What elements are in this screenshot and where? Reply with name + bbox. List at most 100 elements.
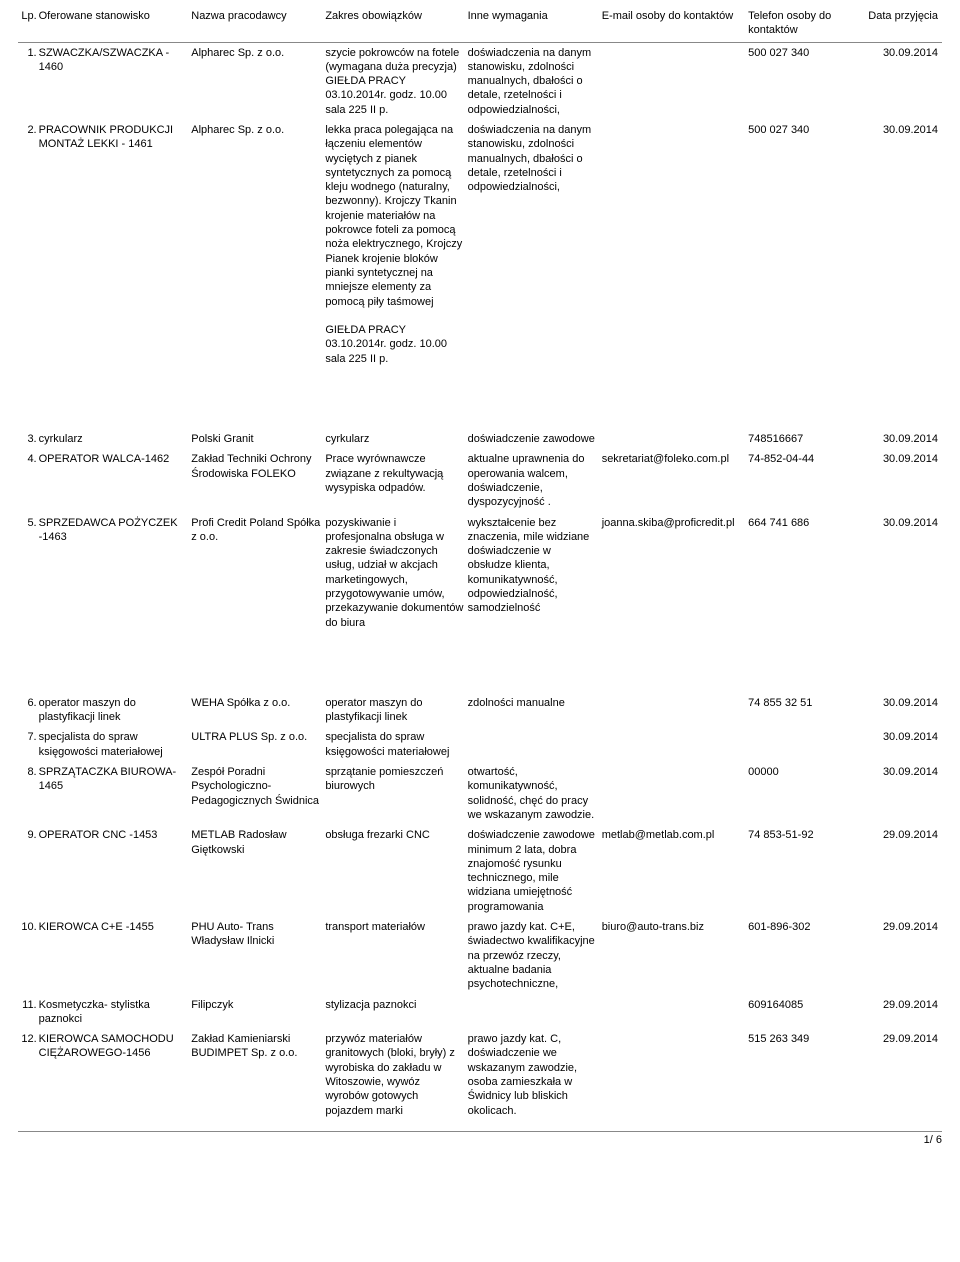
table-row: 4.OPERATOR WALCA-1462Zakład Techniki Och… bbox=[18, 449, 942, 512]
cell-email bbox=[602, 995, 748, 1030]
cell-duties: cyrkularz bbox=[325, 429, 467, 449]
header-email: E-mail osoby do kontaktów bbox=[602, 8, 748, 42]
header-requires: Inne wymagania bbox=[468, 8, 602, 42]
header-duties: Zakres obowiązków bbox=[325, 8, 467, 42]
table-row: 1.SZWACZKA/SZWACZKA - 1460Alpharec Sp. z… bbox=[18, 42, 942, 120]
cell-duties: stylizacja paznokci bbox=[325, 995, 467, 1030]
table-header: Lp. Oferowane stanowisko Nazwa pracodawc… bbox=[18, 8, 942, 42]
cell-employer: Polski Granit bbox=[191, 429, 325, 449]
table-row: 5.SPRZEDAWCA POŻYCZEK -1463Profi Credit … bbox=[18, 513, 942, 633]
table-row: 7.specjalista do spraw księgowości mater… bbox=[18, 727, 942, 762]
cell-employer: PHU Auto- Trans Władysław Ilnicki bbox=[191, 917, 325, 994]
cell-position: specjalista do spraw księgowości materia… bbox=[39, 727, 192, 762]
row-gap bbox=[18, 633, 942, 693]
cell-email: metlab@metlab.com.pl bbox=[602, 825, 748, 917]
cell-duties: lekka praca polegająca na łączeniu eleme… bbox=[325, 120, 467, 369]
table-row: 10.KIEROWCA C+E -1455PHU Auto- Trans Wła… bbox=[18, 917, 942, 994]
cell-position: Kosmetyczka- stylistka paznokci bbox=[39, 995, 192, 1030]
cell-phone: 748516667 bbox=[748, 429, 861, 449]
cell-lp: 7. bbox=[18, 727, 39, 762]
cell-date: 29.09.2014 bbox=[862, 1029, 942, 1121]
cell-employer: Alpharec Sp. z o.o. bbox=[191, 42, 325, 120]
cell-date: 30.09.2014 bbox=[862, 762, 942, 825]
cell-position: SZWACZKA/SZWACZKA - 1460 bbox=[39, 42, 192, 120]
cell-date: 30.09.2014 bbox=[862, 120, 942, 369]
cell-employer: Zakład Kamieniarski BUDIMPET Sp. z o.o. bbox=[191, 1029, 325, 1121]
cell-duties: pozyskiwanie i profesjonalna obsługa w z… bbox=[325, 513, 467, 633]
cell-email: joanna.skiba@proficredit.pl bbox=[602, 513, 748, 633]
header-lp: Lp. bbox=[18, 8, 39, 42]
cell-duties: Prace wyrównawcze związane z rekultywacj… bbox=[325, 449, 467, 512]
cell-requirements: doświadczenie zawodowe minimum 2 lata, d… bbox=[468, 825, 602, 917]
cell-requirements: prawo jazdy kat. C+E, świadectwo kwalifi… bbox=[468, 917, 602, 994]
cell-lp: 3. bbox=[18, 429, 39, 449]
table-row: 12.KIEROWCA SAMOCHODU CIĘŻAROWEGO-1456Za… bbox=[18, 1029, 942, 1121]
cell-date: 30.09.2014 bbox=[862, 513, 942, 633]
cell-employer: Profi Credit Poland Spółka z o.o. bbox=[191, 513, 325, 633]
cell-position: PRACOWNIK PRODUKCJI MONTAŻ LEKKI - 1461 bbox=[39, 120, 192, 369]
header-position: Oferowane stanowisko bbox=[39, 8, 192, 42]
cell-requirements: doświadczenia na danym stanowisku, zdoln… bbox=[468, 120, 602, 369]
header-date: Data przyjęcia bbox=[862, 8, 942, 42]
cell-phone: 74 853-51-92 bbox=[748, 825, 861, 917]
cell-requirements: doświadczenie zawodowe bbox=[468, 429, 602, 449]
cell-phone: 609164085 bbox=[748, 995, 861, 1030]
cell-duties: szycie pokrowców na fotele (wymagana duż… bbox=[325, 42, 467, 120]
cell-requirements: doświadczenia na danym stanowisku, zdoln… bbox=[468, 42, 602, 120]
cell-phone: 500 027 340 bbox=[748, 120, 861, 369]
table-row: 9.OPERATOR CNC -1453METLAB Radosław Gięt… bbox=[18, 825, 942, 917]
cell-requirements: aktualne uprawnenia do operowania walcem… bbox=[468, 449, 602, 512]
table-row: 11.Kosmetyczka- stylistka paznokciFilipc… bbox=[18, 995, 942, 1030]
cell-phone bbox=[748, 727, 861, 762]
cell-date: 30.09.2014 bbox=[862, 727, 942, 762]
cell-employer: Alpharec Sp. z o.o. bbox=[191, 120, 325, 369]
cell-requirements: prawo jazdy kat. C, doświadczenie we wsk… bbox=[468, 1029, 602, 1121]
cell-email bbox=[602, 762, 748, 825]
cell-position: cyrkularz bbox=[39, 429, 192, 449]
cell-email bbox=[602, 42, 748, 120]
cell-duties: obsługa frezarki CNC bbox=[325, 825, 467, 917]
cell-phone: 74 855 32 51 bbox=[748, 693, 861, 728]
cell-date: 30.09.2014 bbox=[862, 42, 942, 120]
cell-date: 30.09.2014 bbox=[862, 429, 942, 449]
table-row: 8.SPRZĄTACZKA BIUROWA-1465Zespół Poradni… bbox=[18, 762, 942, 825]
cell-position: OPERATOR WALCA-1462 bbox=[39, 449, 192, 512]
cell-requirements: zdolności manualne bbox=[468, 693, 602, 728]
cell-lp: 6. bbox=[18, 693, 39, 728]
cell-position: OPERATOR CNC -1453 bbox=[39, 825, 192, 917]
cell-email bbox=[602, 693, 748, 728]
cell-lp: 2. bbox=[18, 120, 39, 369]
cell-duties: przywóz materiałów granitowych (bloki, b… bbox=[325, 1029, 467, 1121]
cell-position: operator maszyn do plastyfikacji linek bbox=[39, 693, 192, 728]
cell-lp: 8. bbox=[18, 762, 39, 825]
table-row: 6.operator maszyn do plastyfikacji linek… bbox=[18, 693, 942, 728]
job-listings-table: Lp. Oferowane stanowisko Nazwa pracodawc… bbox=[18, 8, 942, 1121]
cell-phone: 515 263 349 bbox=[748, 1029, 861, 1121]
cell-employer: Zespół Poradni Psychologiczno-Pedagogicz… bbox=[191, 762, 325, 825]
cell-email bbox=[602, 120, 748, 369]
cell-email: sekretariat@foleko.com.pl bbox=[602, 449, 748, 512]
cell-lp: 11. bbox=[18, 995, 39, 1030]
cell-position: KIEROWCA C+E -1455 bbox=[39, 917, 192, 994]
cell-duties: operator maszyn do plastyfikacji linek bbox=[325, 693, 467, 728]
cell-duties: transport materiałów bbox=[325, 917, 467, 994]
cell-requirements bbox=[468, 995, 602, 1030]
page-indicator: 1/ 6 bbox=[924, 1134, 942, 1146]
page-footer: 1/ 6 bbox=[18, 1131, 942, 1146]
cell-phone: 664 741 686 bbox=[748, 513, 861, 633]
table-row: 3.cyrkularzPolski Granitcyrkularzdoświad… bbox=[18, 429, 942, 449]
cell-position: KIEROWCA SAMOCHODU CIĘŻAROWEGO-1456 bbox=[39, 1029, 192, 1121]
cell-phone: 601-896-302 bbox=[748, 917, 861, 994]
cell-employer: Zakład Techniki Ochrony Środowiska FOLEK… bbox=[191, 449, 325, 512]
cell-position: SPRZEDAWCA POŻYCZEK -1463 bbox=[39, 513, 192, 633]
table-row: 2.PRACOWNIK PRODUKCJI MONTAŻ LEKKI - 146… bbox=[18, 120, 942, 369]
cell-lp: 5. bbox=[18, 513, 39, 633]
cell-requirements bbox=[468, 727, 602, 762]
cell-date: 29.09.2014 bbox=[862, 825, 942, 917]
cell-email bbox=[602, 1029, 748, 1121]
cell-date: 30.09.2014 bbox=[862, 693, 942, 728]
row-gap bbox=[18, 369, 942, 429]
cell-position: SPRZĄTACZKA BIUROWA-1465 bbox=[39, 762, 192, 825]
cell-employer: ULTRA PLUS Sp. z o.o. bbox=[191, 727, 325, 762]
cell-employer: Filipczyk bbox=[191, 995, 325, 1030]
